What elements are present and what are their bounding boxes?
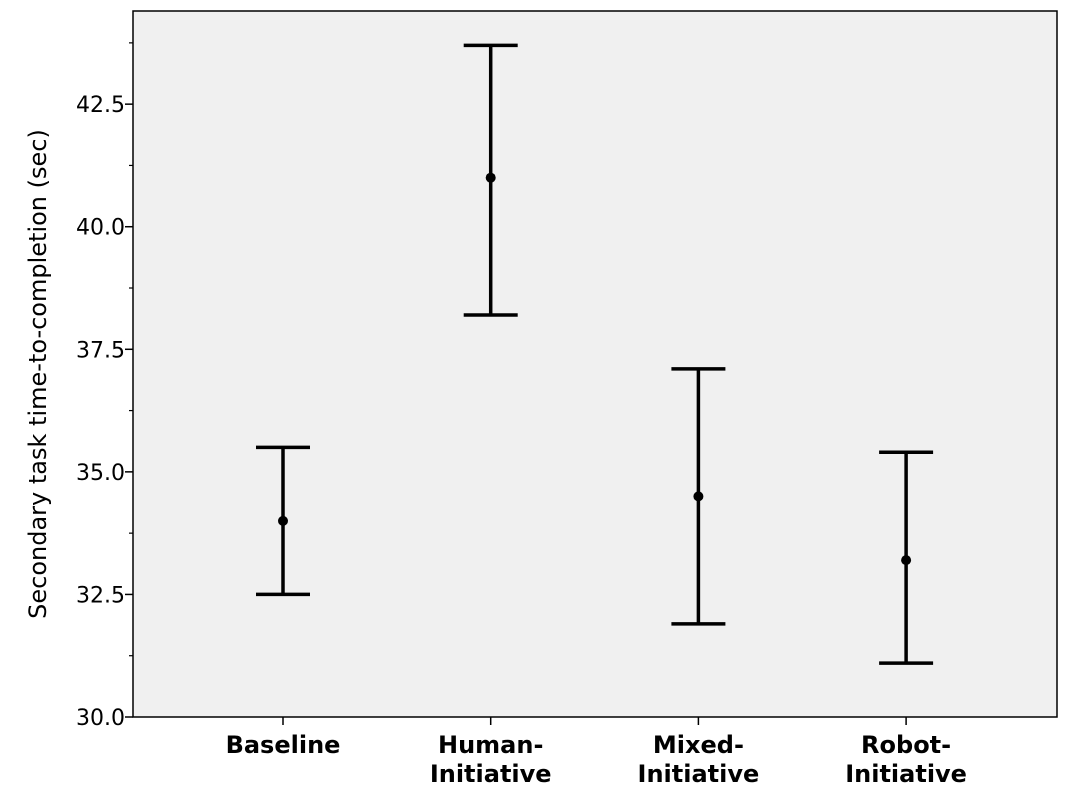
x-tick-label-line: Initiative xyxy=(430,760,552,787)
y-axis-label: Secondary task time-to-completion (sec) xyxy=(24,129,52,619)
error-bar-robot-initiative xyxy=(879,450,934,665)
y-tick-label: 42.5 xyxy=(76,93,125,118)
x-tick-label-line: Mixed- xyxy=(653,731,744,759)
x-tick-label-robot-initiative: Robot-Initiative xyxy=(845,731,967,787)
mean-point xyxy=(278,515,288,526)
plot-area xyxy=(132,10,1058,718)
x-tick-label-line: Human- xyxy=(438,731,543,759)
y-tick-label: 30.0 xyxy=(76,706,125,731)
x-tick-label-line: Robot- xyxy=(861,731,951,759)
x-tick-label-line: Initiative xyxy=(638,760,760,787)
mean-point xyxy=(901,555,912,566)
x-tick-label-line: Initiative xyxy=(845,760,967,787)
mean-point xyxy=(693,491,704,502)
y-tick-label: 35.0 xyxy=(76,461,125,486)
error-bar-baseline xyxy=(256,445,310,597)
x-tick-label-mixed-initiative: Mixed-Initiative xyxy=(638,731,760,787)
x-tick-label-line: Baseline xyxy=(226,731,341,759)
error-bar-human-initiative xyxy=(463,43,518,317)
x-tick-label-human-initiative: Human-Initiative xyxy=(430,731,552,787)
y-tick-label: 40.0 xyxy=(76,216,125,241)
x-tick-label-baseline: Baseline xyxy=(226,731,341,759)
error-bar-mixed-initiative xyxy=(671,367,726,626)
y-axis: 30.0 32.5 35.0 37.5 40.0 42.5 xyxy=(76,42,133,731)
x-axis: Baseline Human-InitiativeMixed-Initiative… xyxy=(226,717,967,787)
error-bars xyxy=(256,43,934,665)
y-tick-label: 32.5 xyxy=(76,583,125,608)
mean-point xyxy=(485,172,496,183)
y-tick-label: 37.5 xyxy=(76,338,125,363)
